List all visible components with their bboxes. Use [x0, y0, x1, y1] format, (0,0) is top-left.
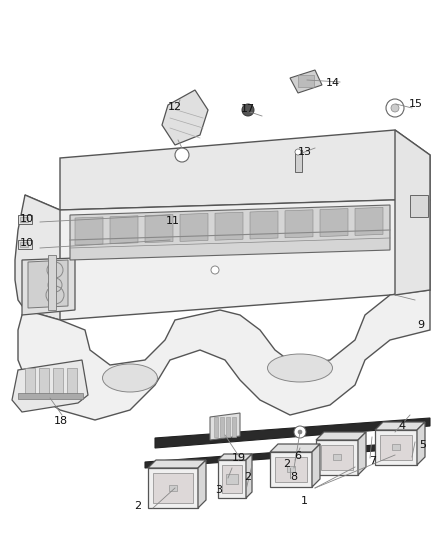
Polygon shape	[358, 432, 366, 475]
Bar	[53, 368, 63, 394]
Polygon shape	[246, 454, 252, 498]
Polygon shape	[180, 213, 208, 241]
Polygon shape	[270, 444, 320, 452]
Bar	[25, 368, 35, 394]
Text: 11: 11	[166, 216, 180, 226]
Polygon shape	[395, 130, 430, 295]
Circle shape	[294, 426, 306, 438]
Polygon shape	[60, 130, 430, 210]
Polygon shape	[198, 460, 206, 508]
Bar	[48, 255, 56, 310]
Bar	[333, 454, 341, 460]
Bar	[214, 417, 218, 437]
Bar	[220, 417, 224, 437]
Text: 9: 9	[417, 320, 424, 330]
Text: 13: 13	[297, 147, 311, 157]
Polygon shape	[162, 90, 208, 145]
Bar	[18, 393, 83, 399]
Text: 10: 10	[20, 214, 34, 223]
Circle shape	[242, 104, 254, 116]
Polygon shape	[417, 422, 425, 465]
Bar	[222, 465, 242, 493]
Text: 19: 19	[232, 454, 246, 463]
Text: 5: 5	[419, 440, 426, 450]
Polygon shape	[375, 422, 425, 430]
Polygon shape	[18, 290, 430, 420]
Bar	[226, 474, 238, 484]
Polygon shape	[375, 430, 417, 465]
Polygon shape	[12, 360, 88, 412]
Bar	[321, 445, 353, 470]
Polygon shape	[148, 468, 198, 508]
Text: 2: 2	[283, 459, 290, 469]
Text: 3: 3	[215, 486, 223, 495]
Polygon shape	[290, 70, 322, 93]
Bar	[298, 75, 314, 87]
Polygon shape	[355, 207, 383, 236]
Polygon shape	[215, 212, 243, 240]
Text: 18: 18	[53, 416, 67, 426]
Bar	[20, 242, 28, 247]
Polygon shape	[320, 208, 348, 237]
Text: 2: 2	[134, 502, 141, 511]
Text: 10: 10	[20, 238, 34, 247]
Bar	[392, 444, 400, 450]
Text: 12: 12	[168, 102, 182, 111]
Polygon shape	[22, 258, 75, 315]
Bar	[18, 240, 32, 249]
Bar	[226, 417, 230, 437]
Circle shape	[211, 266, 219, 274]
Polygon shape	[145, 442, 415, 468]
Polygon shape	[75, 217, 103, 245]
Text: 7: 7	[369, 456, 376, 466]
Bar	[20, 217, 28, 222]
Circle shape	[175, 148, 189, 162]
Ellipse shape	[268, 354, 332, 382]
Circle shape	[295, 149, 301, 155]
Text: 8: 8	[290, 472, 297, 482]
Polygon shape	[145, 215, 173, 243]
Polygon shape	[312, 444, 320, 487]
Polygon shape	[250, 211, 278, 239]
Polygon shape	[70, 205, 390, 260]
Bar	[410, 195, 428, 217]
Circle shape	[386, 99, 404, 117]
Polygon shape	[316, 432, 366, 440]
Bar	[169, 485, 177, 491]
Text: 15: 15	[409, 99, 423, 109]
Polygon shape	[285, 210, 313, 238]
Polygon shape	[148, 460, 206, 468]
Ellipse shape	[102, 364, 158, 392]
Bar	[232, 417, 236, 437]
Polygon shape	[110, 216, 138, 244]
Polygon shape	[270, 452, 312, 487]
Polygon shape	[316, 440, 358, 475]
Text: 4: 4	[399, 422, 406, 431]
Bar	[287, 466, 295, 472]
Bar	[295, 150, 302, 172]
Text: 1: 1	[301, 496, 308, 506]
Text: 14: 14	[326, 78, 340, 87]
Polygon shape	[218, 454, 252, 460]
Text: 17: 17	[240, 104, 254, 114]
Polygon shape	[218, 460, 246, 498]
Text: 2: 2	[244, 472, 251, 482]
Polygon shape	[15, 195, 60, 320]
Bar	[275, 457, 307, 482]
Bar	[153, 473, 193, 503]
Bar	[67, 368, 77, 394]
Polygon shape	[25, 195, 430, 320]
Bar	[18, 215, 32, 224]
Polygon shape	[28, 260, 68, 308]
Text: 6: 6	[294, 451, 301, 461]
Polygon shape	[155, 418, 430, 448]
Bar	[39, 368, 49, 394]
Circle shape	[298, 430, 302, 434]
Polygon shape	[210, 413, 240, 440]
Circle shape	[391, 104, 399, 112]
Bar	[380, 435, 412, 460]
